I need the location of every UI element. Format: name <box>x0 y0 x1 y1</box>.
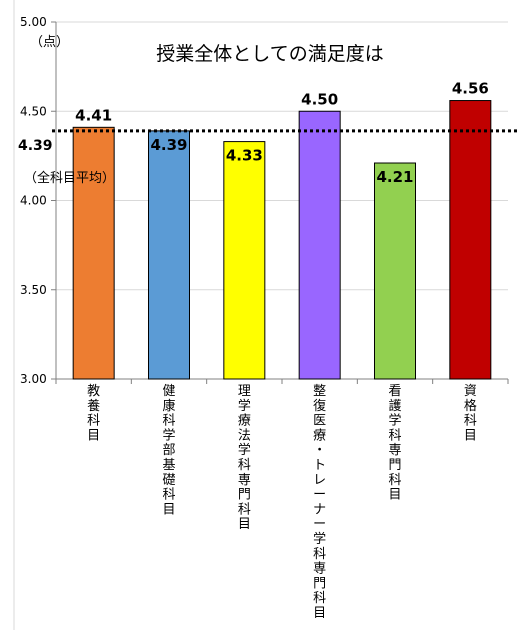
y-tick-label: 4.00 <box>20 194 47 208</box>
x-category-label: 整復医療・トレーナー学科専門科目 <box>313 384 326 621</box>
bar-value-label: 4.33 <box>226 147 263 165</box>
chart-title: 授業全体としての満足度は <box>156 43 383 65</box>
bar <box>73 127 114 379</box>
x-category-label: 健康科学部基礎科目 <box>162 384 175 517</box>
bar-value-label: 4.50 <box>301 90 338 108</box>
category-labels: 教養科目 健康科学部基礎科目 理学療法学科専門科目 整復医療・トレーナー学科専門科目 看… <box>87 383 477 621</box>
y-tick-label: 4.50 <box>20 104 47 118</box>
value-labels: 4.41 4.39 4.33 4.50 4.21 4.56 <box>75 80 489 186</box>
average-value-label: 4.39 <box>18 138 53 154</box>
bar-value-label: 4.41 <box>75 106 112 124</box>
bars <box>73 101 491 379</box>
x-category-label: 資格科目 <box>464 384 477 443</box>
bar-value-label: 4.21 <box>376 168 413 186</box>
bar <box>149 131 190 379</box>
x-category-label: 理学療法学科専門科目 <box>238 384 251 532</box>
x-category-label: 教養科目 <box>87 383 100 443</box>
bar <box>375 163 416 379</box>
grid-lines <box>56 22 508 379</box>
y-axis-unit-label: （点） <box>30 35 69 50</box>
average-caption: （全科目平均） <box>24 170 115 186</box>
x-category-label: 看護学科専門科目 <box>388 383 401 503</box>
bar <box>299 111 340 379</box>
bar-value-label: 4.39 <box>150 136 187 154</box>
bar <box>450 101 491 379</box>
y-tick-label: 5.00 <box>20 15 47 29</box>
y-tick-label: 3.00 <box>20 372 47 386</box>
y-tick-label: 3.50 <box>20 283 47 297</box>
bar-value-label: 4.56 <box>452 80 489 98</box>
bar <box>224 142 265 379</box>
